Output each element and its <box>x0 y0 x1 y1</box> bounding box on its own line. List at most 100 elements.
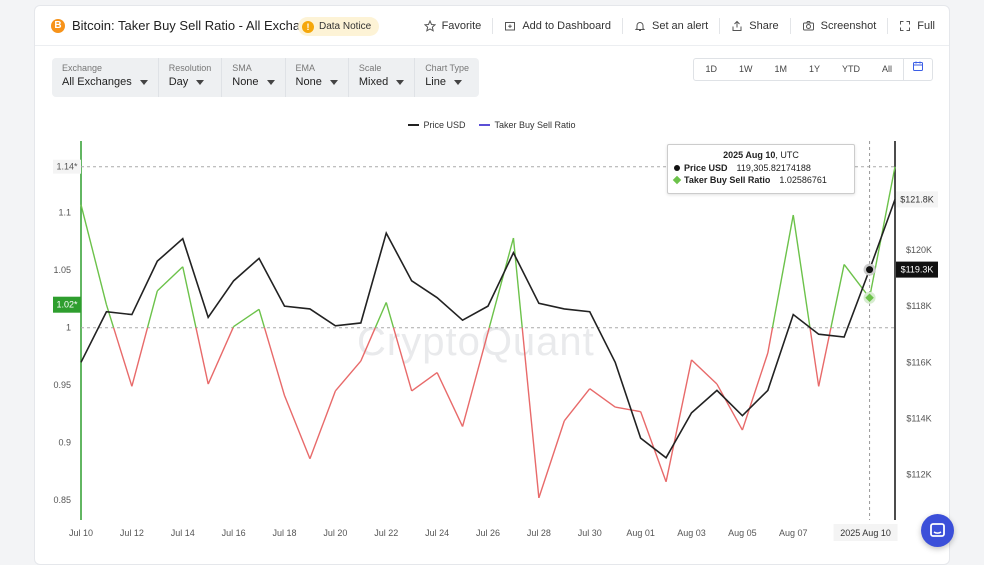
add-to-dashboard-label: Add to Dashboard <box>522 20 611 32</box>
screenshot-label: Screenshot <box>820 20 877 32</box>
data-notice-badge[interactable]: ! Data Notice <box>298 17 380 36</box>
legend-item-ratio[interactable]: Taker Buy Sell Ratio <box>479 120 576 130</box>
chevron-down-icon <box>453 79 462 85</box>
tooltip-price-value: 119,305.82174188 <box>736 163 811 173</box>
left-axis-tick-label: 0.95 <box>53 380 71 390</box>
page-title: Bitcoin: Taker Buy Sell Ratio - All Exch… <box>72 18 329 33</box>
scale-select-label: Scale <box>358 63 382 73</box>
ratio-line-segment <box>665 359 693 482</box>
ratio-line-segment <box>258 309 266 328</box>
ratio-line-segment <box>232 326 235 328</box>
hover-date-box <box>833 524 898 541</box>
chevron-down-icon <box>329 79 338 85</box>
ratio-line-segment <box>263 327 286 396</box>
sma-select[interactable]: SMA None <box>222 58 286 97</box>
x-axis-tick-label: Jul 28 <box>527 528 551 538</box>
add-to-dashboard-button[interactable]: Add to Dashboard <box>492 18 611 34</box>
tooltip-timezone: , UTC <box>775 150 799 160</box>
right-axis-marker-box <box>896 191 938 208</box>
favorite-button[interactable]: Favorite <box>423 18 482 34</box>
share-label: Share <box>749 20 779 32</box>
chat-help-button[interactable] <box>921 514 954 547</box>
ratio-line-segment <box>639 411 667 483</box>
ratio-line-segment <box>691 359 718 385</box>
bell-icon <box>634 22 646 31</box>
x-axis-tick-label: Jul 12 <box>120 528 144 538</box>
time-range-selector: 1D 1W 1M 1Y YTD All <box>693 58 933 81</box>
calendar-button[interactable] <box>903 59 932 80</box>
ratio-line-segment <box>411 371 438 392</box>
ratio-line-segment <box>818 327 832 387</box>
ratio-line-segment <box>392 327 413 392</box>
chart-canvas[interactable]: 0.85 0.9 0.95 1 1.05 1.1 1.14* 1.02* $112K $114K $… <box>35 6 951 546</box>
tooltip-ratio-value: 1.02586761 <box>779 175 827 185</box>
ratio-line-segment <box>385 302 395 328</box>
x-axis-tick-label: Jul 30 <box>578 528 602 538</box>
ratio-line-segment <box>334 360 362 392</box>
ratio-line-segment <box>830 264 845 328</box>
ratio-line-segment <box>538 420 565 499</box>
range-all-button[interactable]: All <box>881 64 892 74</box>
ratio-line-segment <box>156 266 184 292</box>
x-axis-tick-label: Aug 07 <box>779 528 808 538</box>
set-alert-label: Set an alert <box>651 20 709 32</box>
scale-select[interactable]: Scale Mixed <box>349 58 416 97</box>
legend-item-price[interactable]: Price USD <box>408 120 465 130</box>
left-axis-current-box <box>53 296 81 313</box>
ema-select[interactable]: EMA None <box>286 58 349 97</box>
chart-header: B Bitcoin: Taker Buy Sell Ratio - All Ex… <box>35 6 949 46</box>
ratio-line-segment <box>182 266 197 328</box>
x-axis-tick-label: Jul 20 <box>323 528 347 538</box>
range-1w-button[interactable]: 1W <box>738 64 753 74</box>
ratio-line-segment <box>716 383 743 431</box>
right-axis-tick-label: $118K <box>906 301 931 311</box>
left-axis-tick-label: 1.1 <box>58 208 71 218</box>
fullscreen-button[interactable]: Full <box>887 18 935 34</box>
range-ytd-button[interactable]: YTD <box>841 64 860 74</box>
x-axis-tick-label: Jul 10 <box>69 528 93 538</box>
price-hover-point <box>866 266 874 274</box>
tooltip-price-label: Price USD <box>684 163 728 173</box>
tooltip-date: 2025 Aug 10 <box>723 150 776 160</box>
legend-label-ratio: Taker Buy Sell Ratio <box>494 120 576 130</box>
sma-select-label: SMA <box>232 63 252 73</box>
legend-swatch-price <box>408 124 420 126</box>
ratio-line-segment <box>809 327 820 387</box>
ratio-hover-point <box>865 293 874 303</box>
sma-select-value: None <box>232 76 259 88</box>
hover-date-label: 2025 Aug 10 <box>840 528 891 538</box>
resolution-select-label: Resolution <box>168 63 212 73</box>
ratio-line-segment <box>436 372 464 427</box>
chevron-down-icon <box>139 79 148 85</box>
screenshot-button[interactable]: Screenshot <box>789 18 877 34</box>
set-alert-button[interactable]: Set an alert <box>621 18 709 34</box>
left-axis-marker-box <box>53 159 81 174</box>
resolution-select[interactable]: Resolution Day <box>159 58 223 97</box>
ratio-line-segment <box>105 304 115 328</box>
ratio-line-segment <box>843 264 871 299</box>
chart-type-select-label: Chart Type <box>425 63 470 73</box>
left-axis-tick-label: 0.9 <box>58 438 71 448</box>
range-1y-button[interactable]: 1Y <box>808 64 820 74</box>
resolution-select-value: Day <box>168 76 189 88</box>
chart-type-select[interactable]: Chart Type Line <box>415 58 479 97</box>
ratio-line-segment <box>771 214 794 328</box>
ema-select-value: None <box>295 76 322 88</box>
chevron-down-icon <box>396 79 405 85</box>
chart-type-select-value: Line <box>425 76 446 88</box>
exclamation-icon: ! <box>302 20 314 33</box>
range-1m-button[interactable]: 1M <box>774 64 787 74</box>
ratio-line-segment <box>741 352 769 431</box>
fullscreen-icon <box>900 21 911 31</box>
left-axis-tick-label: 0.85 <box>53 495 71 505</box>
right-axis-tick-label: $112K <box>906 470 931 480</box>
left-axis-current-label: 1.02* <box>56 300 78 310</box>
range-1d-button[interactable]: 1D <box>705 64 717 74</box>
right-axis-tick-label: $114K <box>906 413 931 423</box>
favorite-label: Favorite <box>441 20 482 32</box>
tooltip-ratio-marker <box>672 175 682 185</box>
exchange-select[interactable]: Exchange All Exchanges <box>52 58 159 97</box>
header-actions: Favorite Add to Dashboard Set an alert S… <box>423 18 935 34</box>
watermark: CryptoQuant <box>357 320 595 364</box>
share-button[interactable]: Share <box>719 18 779 34</box>
